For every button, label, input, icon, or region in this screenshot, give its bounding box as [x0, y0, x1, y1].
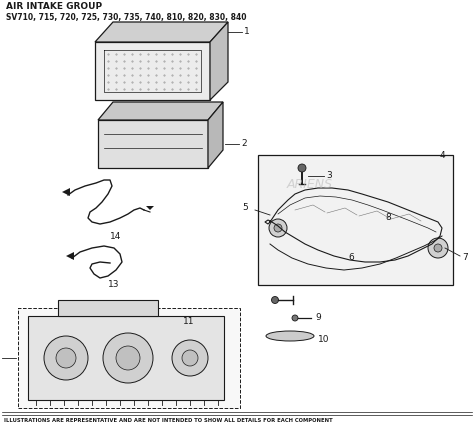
Circle shape: [182, 350, 198, 366]
Circle shape: [298, 164, 306, 172]
Text: AIR INTAKE GROUP: AIR INTAKE GROUP: [6, 2, 102, 11]
Polygon shape: [146, 206, 154, 210]
Text: 5: 5: [242, 203, 248, 212]
Text: 3: 3: [326, 172, 332, 181]
Text: 8: 8: [385, 214, 391, 222]
Circle shape: [428, 238, 448, 258]
Text: SV710, 715, 720, 725, 730, 735, 740, 810, 820, 830, 840: SV710, 715, 720, 725, 730, 735, 740, 810…: [6, 13, 246, 22]
Text: 13: 13: [108, 280, 119, 289]
Circle shape: [434, 244, 442, 252]
Text: 1: 1: [244, 28, 250, 37]
Text: ARIENS: ARIENS: [287, 178, 333, 191]
Ellipse shape: [266, 331, 314, 341]
Polygon shape: [95, 42, 210, 100]
Polygon shape: [95, 22, 228, 42]
Polygon shape: [58, 300, 158, 316]
Circle shape: [272, 297, 279, 304]
Polygon shape: [28, 316, 224, 400]
Text: 10: 10: [318, 335, 329, 344]
Circle shape: [103, 333, 153, 383]
Polygon shape: [66, 252, 74, 260]
Polygon shape: [62, 188, 70, 196]
Text: ILLUSTRATIONS ARE REPRESENTATIVE AND ARE NOT INTENDED TO SHOW ALL DETAILS FOR EA: ILLUSTRATIONS ARE REPRESENTATIVE AND ARE…: [4, 418, 333, 423]
Circle shape: [56, 348, 76, 368]
Text: 2: 2: [241, 139, 246, 148]
Circle shape: [172, 340, 208, 376]
Text: 9: 9: [315, 313, 321, 322]
Text: 6: 6: [348, 254, 354, 262]
Text: 14: 14: [110, 232, 121, 241]
Polygon shape: [208, 102, 223, 168]
Text: 4: 4: [439, 151, 445, 160]
Text: 11: 11: [183, 317, 194, 326]
Polygon shape: [258, 155, 453, 285]
Circle shape: [44, 336, 88, 380]
Circle shape: [269, 219, 287, 237]
Circle shape: [274, 224, 282, 232]
Text: 7: 7: [462, 254, 468, 262]
Circle shape: [116, 346, 140, 370]
Polygon shape: [210, 22, 228, 100]
Polygon shape: [98, 102, 223, 120]
Circle shape: [292, 315, 298, 321]
FancyBboxPatch shape: [18, 308, 240, 408]
Polygon shape: [98, 120, 208, 168]
